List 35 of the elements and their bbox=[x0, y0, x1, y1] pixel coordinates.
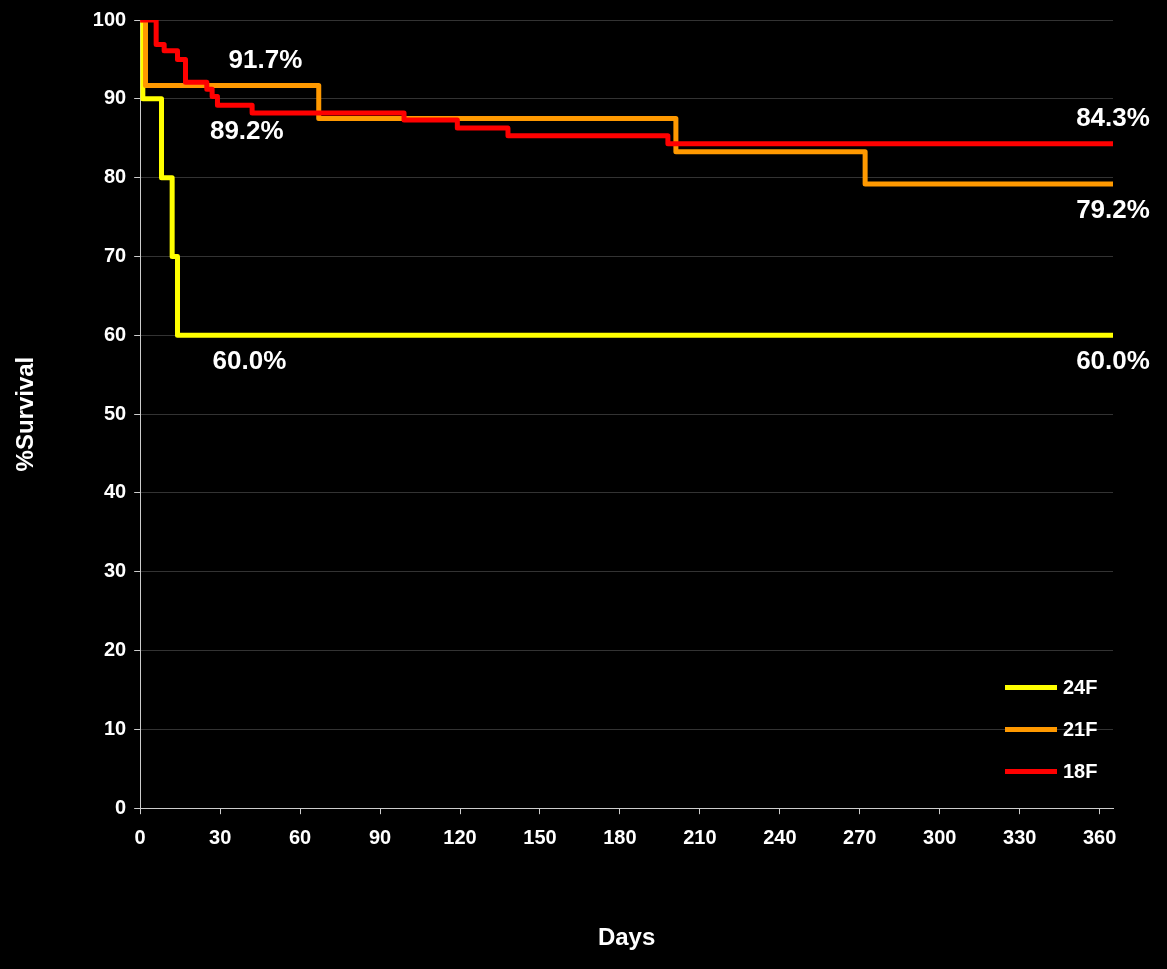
x-tick-label: 300 bbox=[923, 825, 957, 848]
y-tick-label: 40 bbox=[103, 480, 127, 503]
annotation: 84.3% bbox=[1076, 101, 1150, 132]
y-tick-label: 50 bbox=[103, 401, 127, 424]
x-tick-label: 60 bbox=[288, 825, 312, 848]
y-tick-label: 20 bbox=[103, 638, 127, 661]
x-tick-label: 360 bbox=[1082, 825, 1117, 848]
annotation: 91.7% bbox=[228, 43, 303, 74]
y-tick-label: 100 bbox=[92, 7, 127, 30]
annotation: 60.0% bbox=[212, 345, 287, 376]
x-tick-label: 210 bbox=[683, 825, 717, 848]
x-axis-title: Days bbox=[597, 923, 656, 951]
legend-label: 21F bbox=[1063, 717, 1098, 741]
legend-label: 24F bbox=[1063, 675, 1098, 699]
x-tick-label: 120 bbox=[443, 825, 477, 848]
y-tick-label: 80 bbox=[103, 165, 127, 188]
x-tick-label: 90 bbox=[368, 825, 392, 848]
annotation: 60.0% bbox=[1076, 345, 1150, 376]
x-tick-label: 330 bbox=[1003, 825, 1037, 848]
y-tick-label: 10 bbox=[103, 716, 127, 739]
legend-label: 18F bbox=[1063, 759, 1098, 783]
x-tick-label: 150 bbox=[523, 825, 557, 848]
y-tick-label: 90 bbox=[103, 86, 127, 109]
y-tick-label: 70 bbox=[103, 243, 127, 266]
x-tick-label: 270 bbox=[843, 825, 877, 848]
y-axis-title: %Survival bbox=[11, 356, 39, 472]
x-tick-label: 30 bbox=[209, 825, 232, 848]
x-tick-label: 180 bbox=[603, 825, 637, 848]
x-tick-label: 240 bbox=[763, 825, 797, 848]
y-tick-label: 60 bbox=[103, 322, 127, 345]
annotation: 89.2% bbox=[209, 115, 284, 146]
annotation: 79.2% bbox=[1076, 194, 1150, 225]
y-tick-label: 0 bbox=[115, 795, 127, 818]
y-tick-label: 30 bbox=[103, 559, 127, 582]
x-tick-label: 0 bbox=[134, 825, 146, 848]
